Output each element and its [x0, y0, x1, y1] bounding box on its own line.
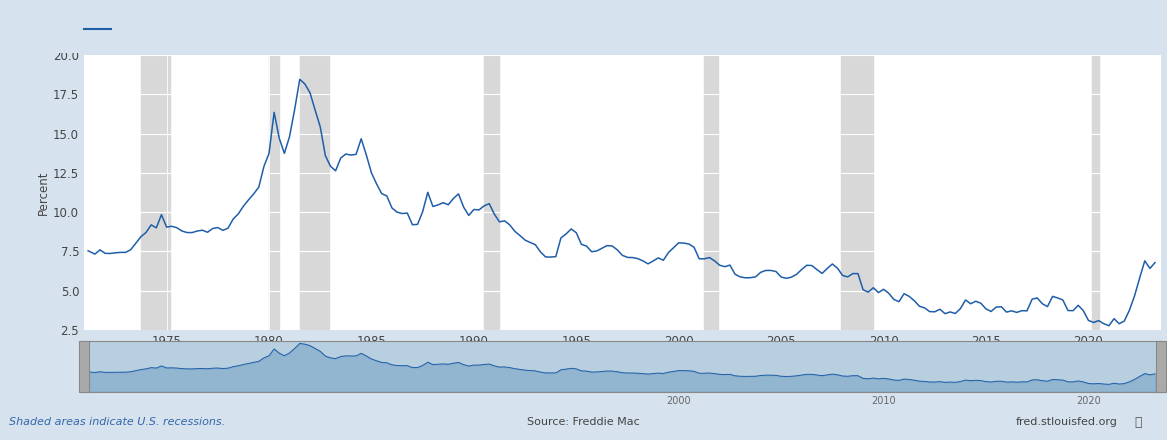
Text: Source: Freddie Mac: Source: Freddie Mac — [527, 418, 640, 427]
Bar — [841, 55, 873, 330]
Y-axis label: Percent: Percent — [37, 170, 50, 215]
Bar — [300, 55, 329, 330]
Bar — [705, 55, 718, 330]
Bar — [484, 55, 499, 330]
Text: FRED: FRED — [9, 19, 67, 38]
Bar — [141, 55, 170, 330]
Text: 30-Year Fixed Rate Mortgage Average in the United States: 30-Year Fixed Rate Mortgage Average in t… — [113, 22, 499, 35]
Bar — [1092, 55, 1098, 330]
Bar — [270, 55, 279, 330]
Text: ⤢: ⤢ — [1134, 416, 1141, 429]
Text: Shaded areas indicate U.S. recessions.: Shaded areas indicate U.S. recessions. — [9, 418, 225, 427]
Text: fred.stlouisfed.org: fred.stlouisfed.org — [1015, 418, 1117, 427]
